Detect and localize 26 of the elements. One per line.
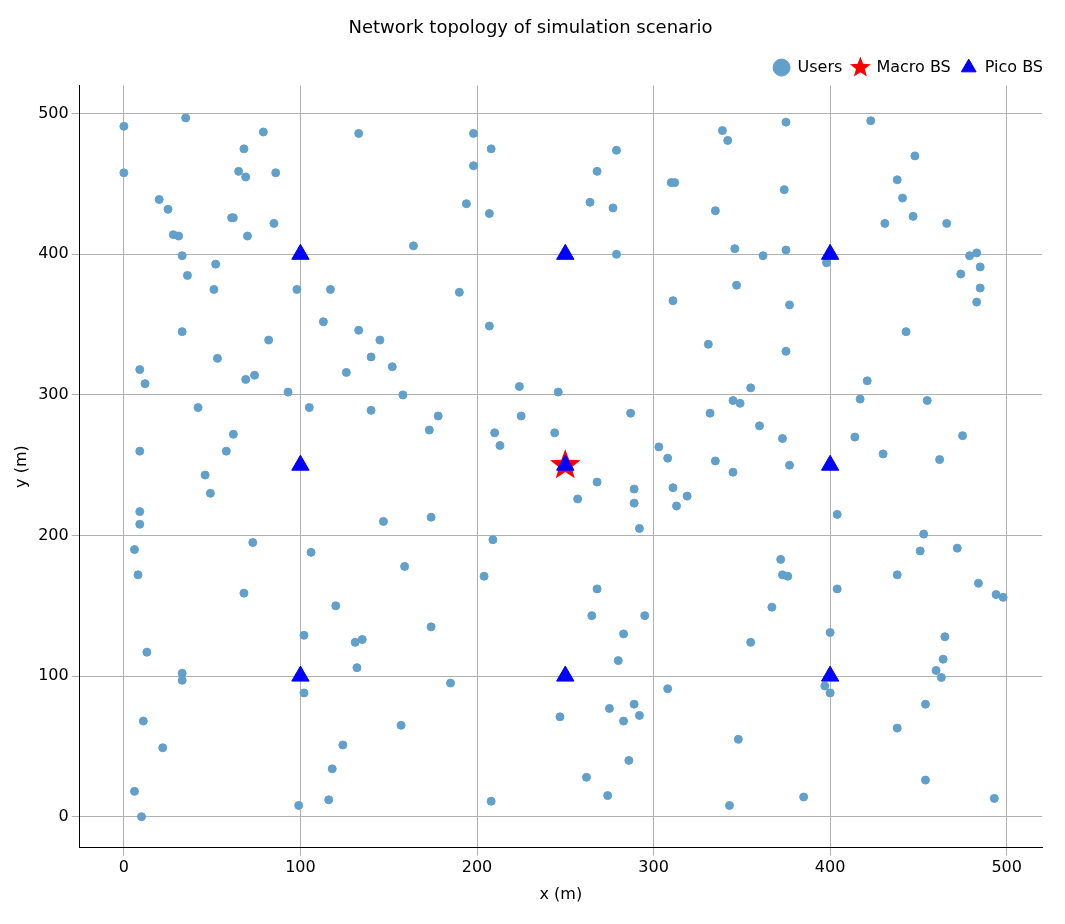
y-tick-label: 0 (58, 805, 69, 825)
point (556, 243, 575, 260)
legend-label: Users (797, 56, 843, 76)
y-tick-label: 500 (38, 102, 69, 122)
legend-label: Macro BS (876, 56, 951, 76)
y-tick-label: 200 (38, 524, 69, 544)
legend-label: Pico BS (984, 56, 1043, 76)
y-tick-label: 400 (38, 243, 69, 263)
y-tick-label: 300 (38, 384, 69, 404)
x-tick-label: 400 (814, 857, 846, 877)
x-axis-title: x (m) (539, 883, 583, 903)
x-tick-label: 500 (991, 857, 1022, 877)
x-tick-label: 200 (461, 857, 493, 877)
point (820, 243, 840, 260)
x-tick-label: 300 (638, 857, 669, 877)
point (291, 454, 310, 471)
chart-title: Network topology of simulation scenario (348, 16, 713, 38)
y-tick-label: 100 (38, 665, 69, 685)
x-tick-label: 0 (118, 857, 129, 877)
x-tick-label: 100 (285, 857, 316, 877)
point (291, 243, 310, 260)
y-axis-title: y (m) (10, 445, 30, 488)
point (820, 454, 840, 471)
point (556, 665, 575, 682)
point (291, 665, 310, 682)
point (820, 665, 840, 682)
